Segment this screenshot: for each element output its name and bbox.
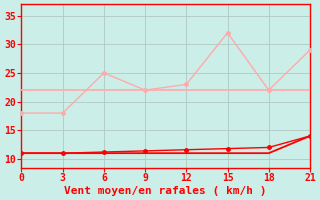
X-axis label: Vent moyen/en rafales ( km/h ): Vent moyen/en rafales ( km/h ) — [64, 186, 267, 196]
